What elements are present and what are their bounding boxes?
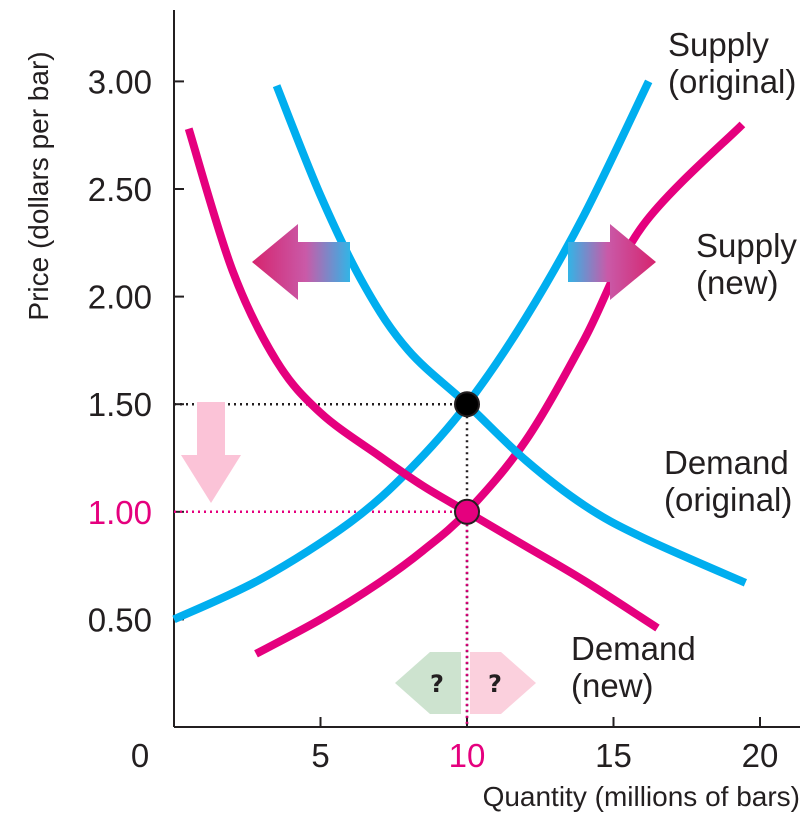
x-axis-ticks: 0 5 10 15 20 — [131, 717, 779, 774]
y-tick-label: 1.50 — [88, 386, 152, 423]
x-tick-label: 10 — [449, 737, 486, 774]
price-fall-arrow — [181, 402, 241, 503]
y-tick-label: 2.50 — [88, 171, 152, 208]
supply-shift-right-arrow — [568, 224, 656, 300]
y-axis-ticks: 0.50 1.00 1.50 2.00 2.50 3.00 — [88, 63, 184, 638]
equilibrium-point-original — [454, 391, 480, 418]
label-demand-original: Demand (original) — [664, 444, 792, 518]
equilibrium-point-new — [454, 498, 480, 525]
curve-supply-new — [254, 121, 746, 658]
x-tick-label: 0 — [131, 737, 149, 774]
label-supply-original: Supply (original) — [668, 26, 796, 100]
quantity-increase-label: ? — [488, 670, 502, 698]
y-tick-label: 2.00 — [88, 279, 152, 316]
curve-demand-new — [184, 127, 660, 632]
demand-shift-left-arrow — [252, 224, 350, 300]
y-tick-label: 1.00 — [88, 494, 152, 531]
label-demand-new: Demand (new) — [571, 630, 696, 704]
y-tick-label: 3.00 — [88, 63, 152, 100]
curve-supply-original — [172, 79, 653, 624]
y-axis-title: Price (dollars per bar) — [23, 51, 54, 320]
x-tick-label: 5 — [311, 737, 329, 774]
curves — [172, 79, 748, 658]
quantity-increase-arrow — [470, 652, 536, 714]
x-axis-title: Quantity (millions of bars) — [483, 781, 800, 812]
quantity-decrease-arrow — [395, 652, 461, 714]
label-supply-new: Supply (new) — [696, 227, 797, 301]
y-tick-label: 0.50 — [88, 601, 152, 638]
equilibrium-points — [454, 391, 480, 525]
x-tick-label: 15 — [595, 737, 632, 774]
quantity-decrease-label: ? — [430, 670, 444, 698]
series-labels: Supply (original) Supply (new) Demand (origin… — [571, 26, 797, 704]
x-tick-label: 20 — [742, 737, 779, 774]
